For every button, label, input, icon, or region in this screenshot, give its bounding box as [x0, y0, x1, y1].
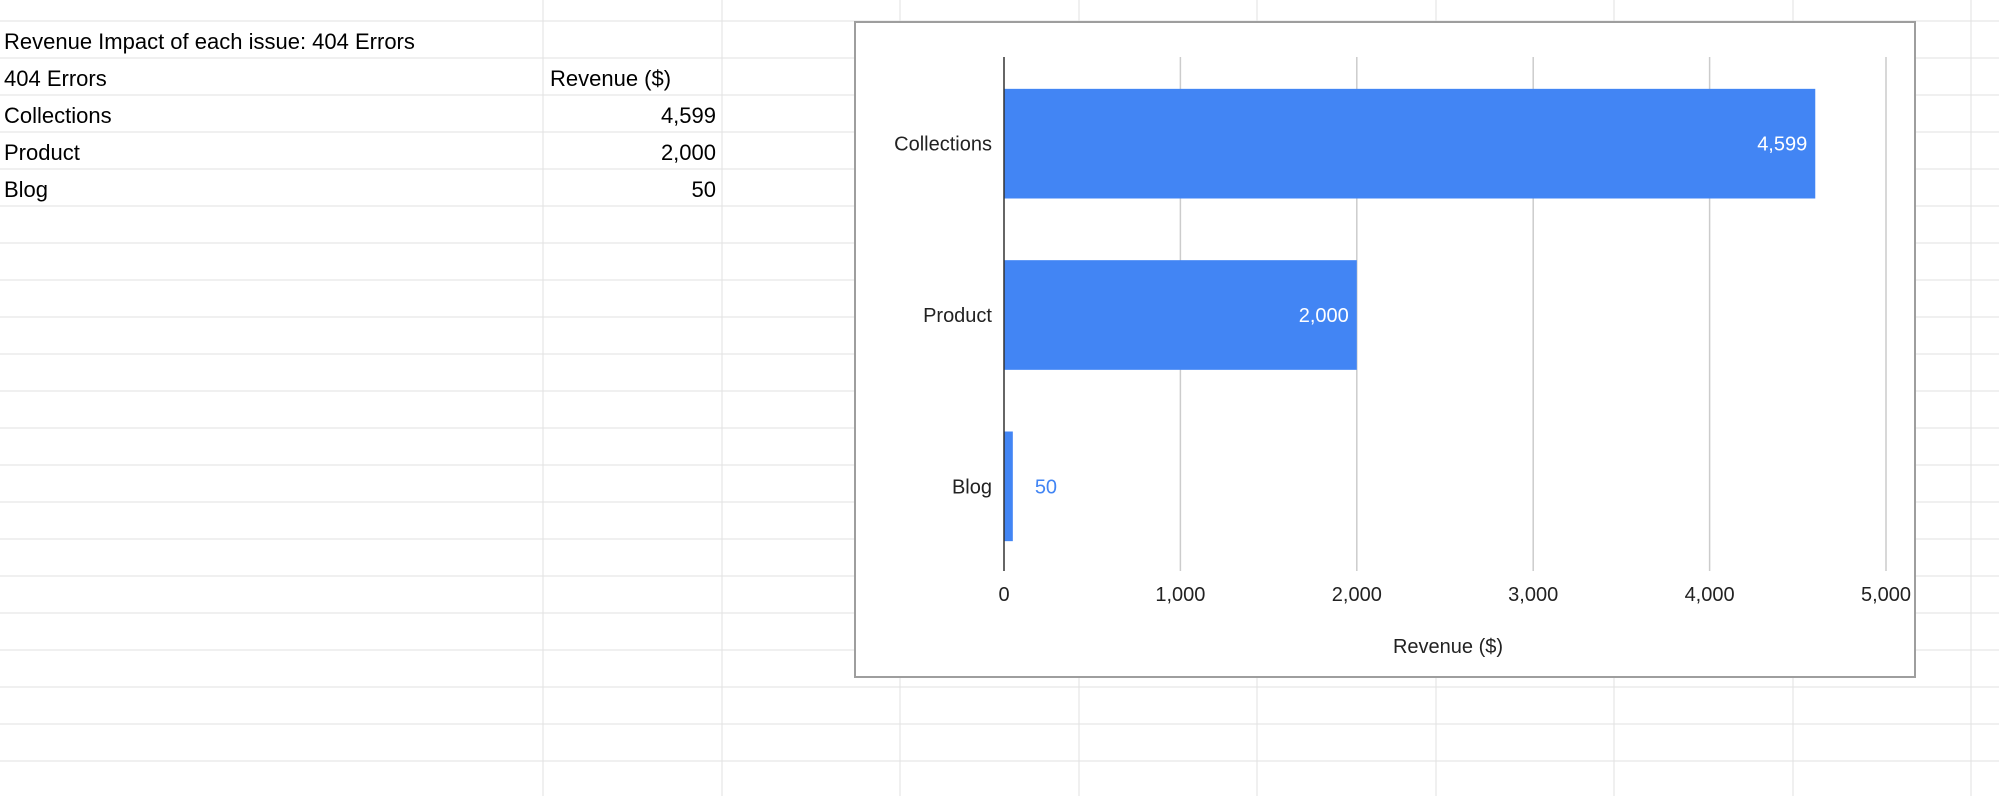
x-tick-label: 4,000	[1685, 584, 1735, 606]
row-label-cell[interactable]: Collections	[4, 103, 112, 128]
row-label-cell[interactable]: Product	[4, 140, 80, 165]
y-tick-label: Blog	[952, 476, 992, 498]
embedded-chart[interactable]: Collections 4,599 Product 2,000 Blog 50 0 1,000…	[854, 21, 1916, 678]
data-label: 50	[1035, 476, 1057, 498]
bar-collections[interactable]	[1004, 88, 1816, 199]
header-cell-404-errors[interactable]: 404 Errors	[4, 66, 107, 91]
sheet-title-cell[interactable]: Revenue Impact of each issue: 404 Errors	[4, 29, 415, 54]
header-cell-revenue[interactable]: Revenue ($)	[550, 66, 672, 91]
row-value-cell[interactable]: 50	[691, 177, 716, 202]
x-tick-label: 5,000	[1861, 584, 1911, 606]
bar-chart: Collections 4,599 Product 2,000 Blog 50 0 1,000…	[894, 57, 1911, 658]
row-value-cell[interactable]: 2,000	[660, 140, 716, 165]
y-tick-label: Collections	[894, 134, 992, 156]
data-label: 4,599	[1757, 134, 1807, 156]
x-tick-label: 3,000	[1508, 584, 1558, 606]
bar-blog[interactable]	[1004, 431, 1013, 542]
row-label-cell[interactable]: Blog	[4, 177, 49, 202]
row-value-cell[interactable]: 4,599	[660, 103, 716, 128]
x-tick-label: 0	[998, 584, 1009, 606]
x-axis-title: Revenue ($)	[1393, 636, 1503, 658]
x-tick-label: 2,000	[1332, 584, 1382, 606]
bar-product[interactable]	[1004, 260, 1357, 370]
y-tick-label: Product	[923, 305, 992, 327]
x-tick-label: 1,000	[1155, 584, 1205, 606]
data-label: 2,000	[1299, 305, 1349, 327]
